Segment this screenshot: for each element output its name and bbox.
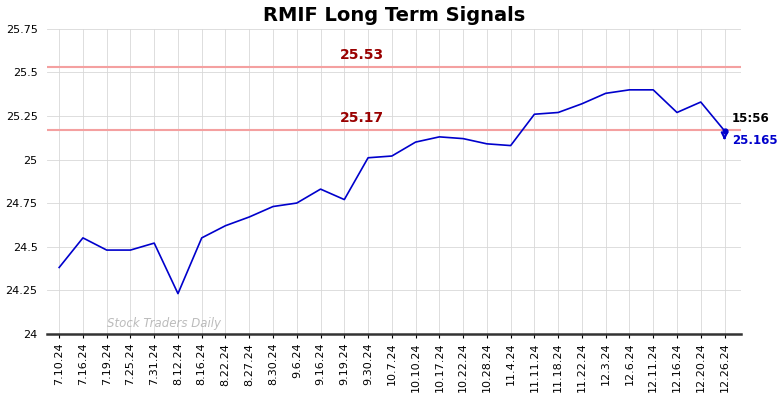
Title: RMIF Long Term Signals: RMIF Long Term Signals [263, 6, 525, 25]
Text: 25.53: 25.53 [340, 48, 384, 62]
Text: 15:56: 15:56 [731, 112, 769, 125]
Text: 25.165: 25.165 [731, 134, 777, 147]
Text: 25.17: 25.17 [340, 111, 384, 125]
Text: Stock Traders Daily: Stock Traders Daily [107, 317, 220, 330]
